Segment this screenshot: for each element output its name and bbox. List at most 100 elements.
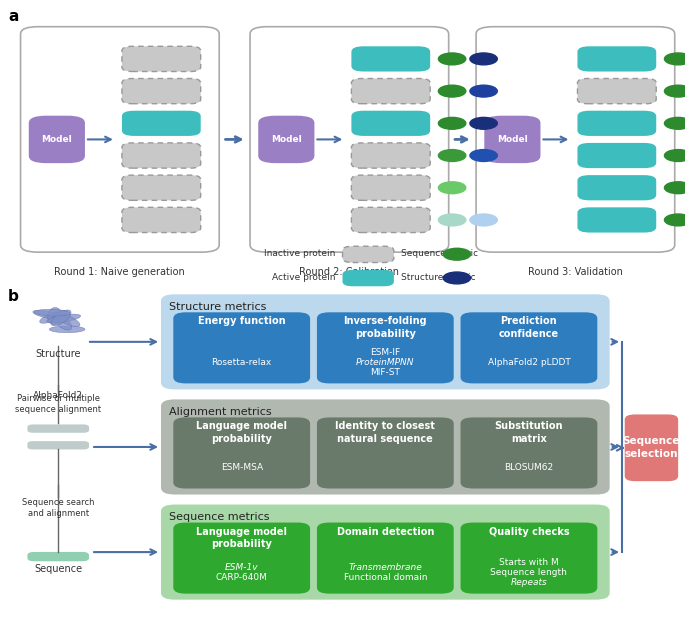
FancyBboxPatch shape [351, 46, 430, 72]
FancyBboxPatch shape [161, 294, 610, 389]
Text: Round 3: Validation: Round 3: Validation [528, 267, 623, 277]
Text: Sequence length: Sequence length [490, 568, 567, 577]
Ellipse shape [49, 326, 85, 332]
Circle shape [664, 85, 685, 97]
FancyBboxPatch shape [342, 246, 394, 263]
Text: Model: Model [271, 135, 301, 144]
Text: Sequence metrics: Sequence metrics [169, 512, 270, 522]
FancyBboxPatch shape [27, 425, 89, 433]
Text: Pairwise or multiple
sequence alignment: Pairwise or multiple sequence alignment [15, 394, 101, 415]
Circle shape [664, 150, 685, 161]
Text: Language model
probability: Language model probability [196, 527, 287, 549]
FancyBboxPatch shape [161, 399, 610, 494]
FancyBboxPatch shape [122, 143, 201, 168]
Text: Inactive protein: Inactive protein [264, 249, 336, 258]
Text: Quality checks: Quality checks [488, 527, 569, 536]
Text: Sequence: Sequence [34, 564, 82, 574]
Text: Domain detection: Domain detection [336, 527, 434, 536]
FancyBboxPatch shape [484, 116, 540, 163]
Text: Substitution
matrix: Substitution matrix [495, 421, 563, 444]
Text: ESM-MSA: ESM-MSA [221, 463, 263, 472]
Text: Sequence
selection: Sequence selection [623, 436, 680, 459]
FancyBboxPatch shape [122, 78, 201, 104]
FancyBboxPatch shape [577, 111, 656, 136]
Text: Prediction
confidence: Prediction confidence [499, 316, 559, 339]
Circle shape [664, 117, 685, 129]
Ellipse shape [54, 313, 80, 326]
Text: Rosetta-relax: Rosetta-relax [212, 358, 272, 366]
Text: Inverse-folding
probability: Inverse-folding probability [343, 316, 427, 339]
FancyBboxPatch shape [173, 417, 310, 488]
FancyBboxPatch shape [577, 143, 656, 168]
Ellipse shape [33, 310, 66, 320]
FancyBboxPatch shape [476, 27, 675, 252]
FancyBboxPatch shape [27, 441, 89, 449]
Circle shape [664, 53, 685, 65]
Text: ESM-1v: ESM-1v [225, 563, 258, 572]
Circle shape [443, 248, 471, 260]
Ellipse shape [53, 314, 72, 330]
FancyBboxPatch shape [577, 207, 656, 232]
FancyBboxPatch shape [21, 27, 219, 252]
FancyBboxPatch shape [29, 116, 85, 163]
Text: Alignment metrics: Alignment metrics [169, 407, 272, 417]
Circle shape [438, 85, 466, 97]
Circle shape [438, 214, 466, 226]
Circle shape [438, 117, 466, 129]
FancyBboxPatch shape [122, 111, 201, 136]
FancyBboxPatch shape [460, 312, 597, 383]
FancyBboxPatch shape [577, 175, 656, 200]
Text: Structure metric: Structure metric [401, 273, 475, 282]
FancyBboxPatch shape [460, 523, 597, 594]
FancyBboxPatch shape [173, 312, 310, 383]
Circle shape [664, 182, 685, 193]
FancyBboxPatch shape [351, 207, 430, 232]
Text: Round 1: Naive generation: Round 1: Naive generation [55, 267, 185, 277]
Text: Language model
probability: Language model probability [196, 421, 287, 444]
Text: Structure metrics: Structure metrics [169, 302, 266, 311]
Circle shape [438, 182, 466, 193]
Circle shape [470, 85, 497, 97]
Text: Transmembrane: Transmembrane [349, 563, 422, 572]
Text: AlphaFold2 pLDDT: AlphaFold2 pLDDT [488, 358, 571, 366]
FancyBboxPatch shape [317, 417, 453, 488]
FancyBboxPatch shape [122, 175, 201, 200]
FancyBboxPatch shape [161, 504, 610, 599]
Ellipse shape [47, 314, 81, 323]
FancyBboxPatch shape [317, 312, 453, 383]
Text: MIF-ST: MIF-ST [371, 368, 400, 376]
Circle shape [443, 272, 471, 284]
FancyBboxPatch shape [342, 270, 394, 286]
Text: Model: Model [497, 135, 527, 144]
Text: Energy function: Energy function [198, 316, 286, 326]
FancyBboxPatch shape [122, 207, 201, 232]
FancyBboxPatch shape [351, 175, 430, 200]
Text: Sequence metric: Sequence metric [401, 249, 478, 258]
Text: Model: Model [42, 135, 72, 144]
FancyBboxPatch shape [27, 552, 89, 561]
FancyBboxPatch shape [625, 415, 678, 481]
Text: Active protein: Active protein [272, 273, 336, 282]
Ellipse shape [34, 310, 70, 316]
FancyBboxPatch shape [122, 46, 201, 72]
FancyBboxPatch shape [258, 116, 314, 163]
Text: Structure: Structure [36, 349, 81, 359]
FancyBboxPatch shape [250, 27, 449, 252]
Circle shape [470, 150, 497, 161]
FancyBboxPatch shape [173, 523, 310, 594]
FancyBboxPatch shape [460, 417, 597, 488]
Ellipse shape [48, 308, 62, 325]
Circle shape [664, 214, 685, 226]
FancyBboxPatch shape [351, 143, 430, 168]
Text: Identity to closest
natural sequence: Identity to closest natural sequence [336, 421, 435, 444]
Text: ESM-IF: ESM-IF [371, 347, 400, 357]
Text: BLOSUM62: BLOSUM62 [504, 463, 553, 472]
Text: Repeats: Repeats [510, 578, 547, 587]
Circle shape [438, 150, 466, 161]
Text: a: a [8, 9, 18, 24]
Circle shape [470, 214, 497, 226]
Circle shape [438, 53, 466, 65]
Circle shape [470, 117, 497, 129]
Ellipse shape [51, 310, 71, 326]
Ellipse shape [40, 310, 67, 323]
